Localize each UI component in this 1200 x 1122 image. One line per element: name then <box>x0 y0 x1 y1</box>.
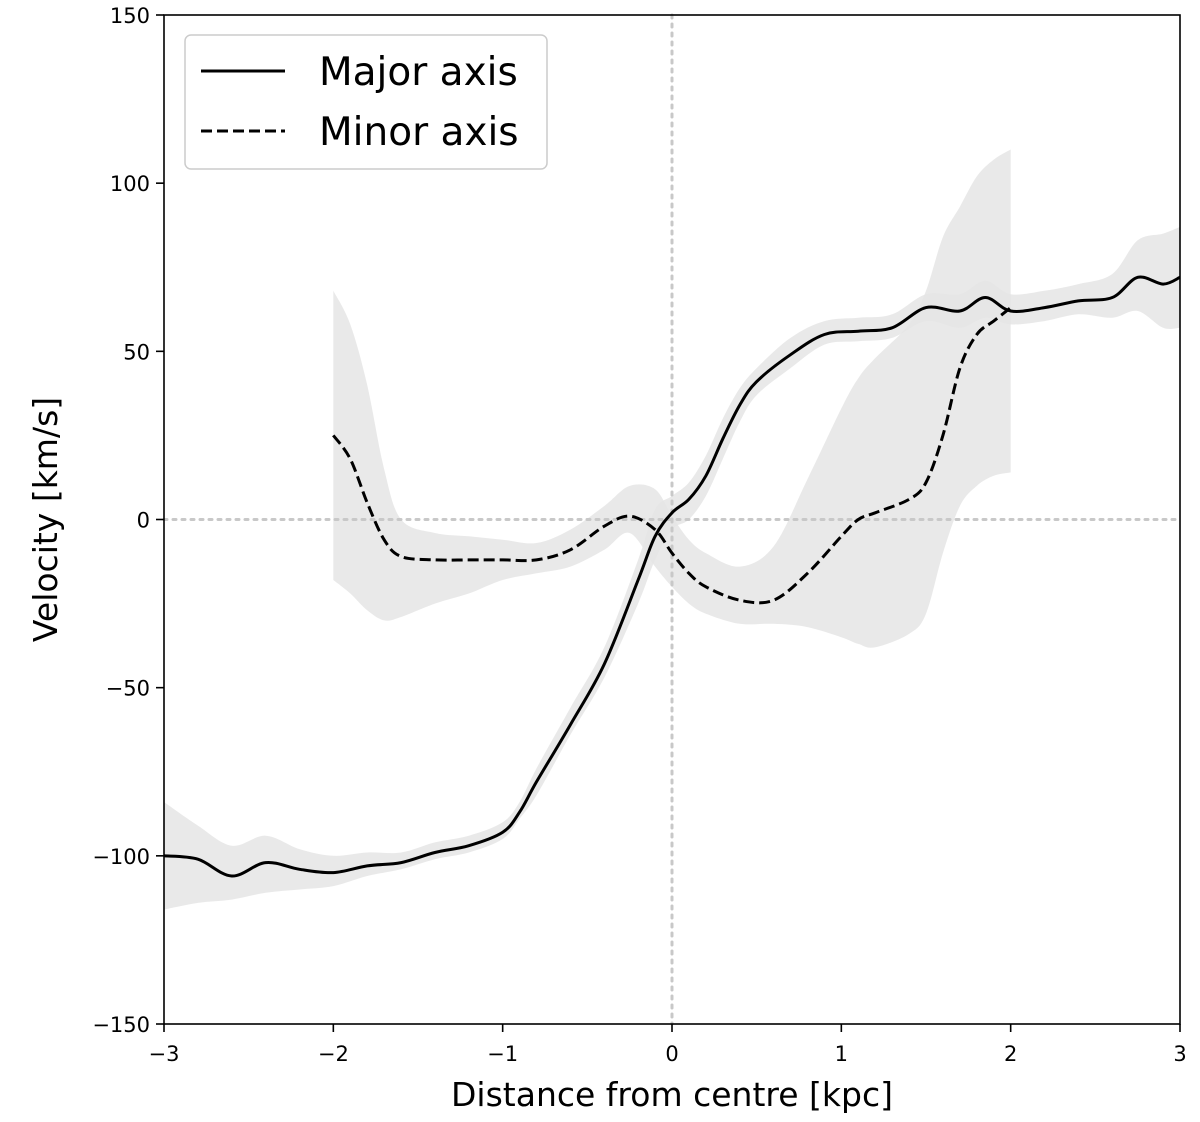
y-tick-label: −150 <box>92 1013 150 1037</box>
y-tick-label: −50 <box>106 677 150 701</box>
legend-box <box>184 34 548 170</box>
band-major-axis <box>164 226 1180 910</box>
x-tick-label: −1 <box>487 1042 518 1066</box>
x-tick-label: 3 <box>1173 1042 1186 1066</box>
line-minor-axis <box>332 306 1012 605</box>
band-minor-axis <box>333 149 1011 648</box>
y-tick-label: −100 <box>92 845 150 869</box>
series-lines <box>163 275 1181 878</box>
x-tick-label: −3 <box>149 1042 180 1066</box>
x-tick-label: 2 <box>1004 1042 1017 1066</box>
y-tick-label: 100 <box>110 172 150 196</box>
line-major-axis <box>163 275 1181 878</box>
x-axis-label: Distance from centre [kpc] <box>451 1075 893 1114</box>
y-tick-label: 0 <box>137 509 150 533</box>
y-tick-label: 150 <box>110 4 150 28</box>
reference-lines <box>162 13 1182 1026</box>
x-tick-label: 0 <box>665 1042 678 1066</box>
legend: Major axis Minor axis <box>184 34 548 170</box>
x-axis-ticks: −3 −2 −1 0 1 2 3 <box>149 1024 1187 1066</box>
y-tick-label: 50 <box>123 340 150 364</box>
legend-label-major-axis: Major axis <box>319 50 518 95</box>
x-tick-label: −2 <box>318 1042 349 1066</box>
legend-label-minor-axis: Minor axis <box>319 110 519 155</box>
uncertainty-bands <box>164 149 1180 910</box>
y-axis-label: Velocity [km/s] <box>26 397 65 642</box>
x-tick-label: 1 <box>835 1042 848 1066</box>
y-axis-ticks: −150 −100 −50 0 50 100 150 <box>92 4 164 1037</box>
